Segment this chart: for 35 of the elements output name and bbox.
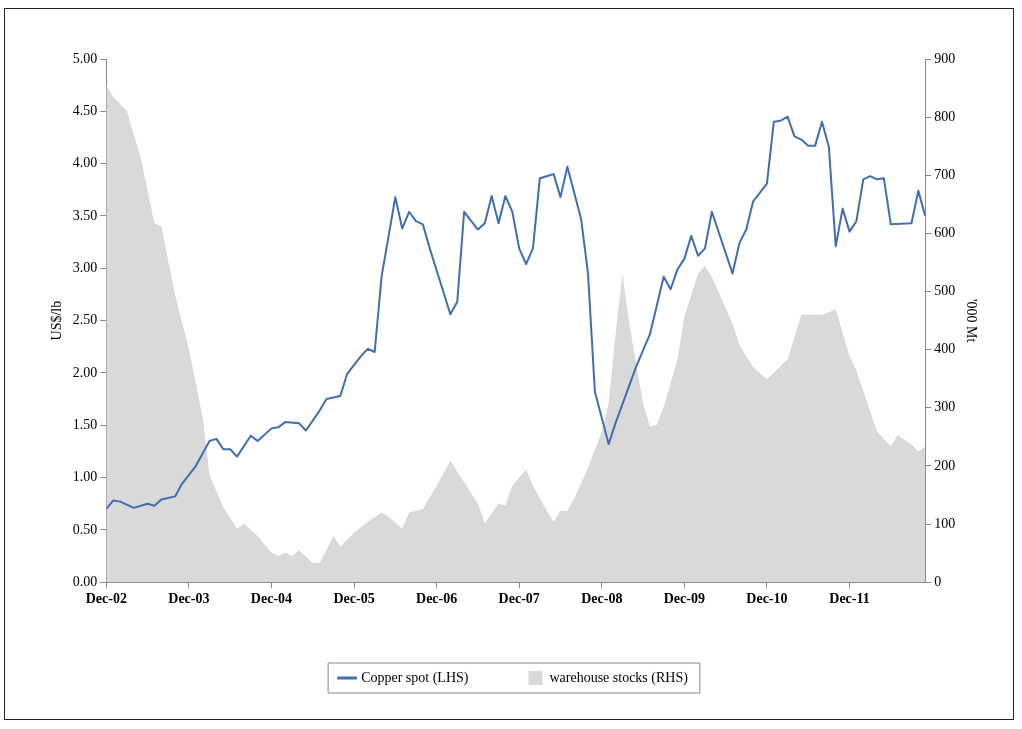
y2-tick-label: 600 — [934, 225, 956, 241]
y2-tick-label: 800 — [934, 108, 956, 124]
y-tick-label: 1.50 — [72, 416, 98, 432]
x-tick-label: Dec-06 — [416, 591, 458, 607]
y-tick-label: 0.00 — [72, 573, 98, 589]
y-tick-label: 3.50 — [72, 207, 98, 223]
y2-tick-label: 700 — [934, 166, 956, 182]
y-tick-label: 2.50 — [72, 312, 98, 328]
y2-tick-label: 100 — [934, 515, 956, 531]
y2-tick-label: 0 — [934, 573, 942, 589]
y-tick-label: 4.00 — [72, 155, 98, 171]
x-tick-label: Dec-10 — [746, 591, 788, 607]
x-tick-label: Dec-11 — [829, 591, 870, 607]
y2-axis-title: '000 Mt — [963, 298, 979, 343]
legend-label: warehouse stocks (RHS) — [549, 669, 689, 686]
y-tick-label: 0.50 — [72, 521, 98, 537]
y-tick-label: 3.00 — [72, 259, 98, 275]
y-tick-label: 4.50 — [72, 102, 98, 118]
y-axis-title: US$/lb — [49, 300, 65, 341]
x-tick-label: Dec-04 — [250, 591, 293, 607]
y2-tick-label: 900 — [934, 50, 956, 66]
y2-tick-label: 300 — [934, 399, 956, 415]
x-tick-label: Dec-03 — [168, 591, 210, 607]
x-tick-label: Dec-02 — [85, 591, 127, 607]
x-tick-label: Dec-07 — [498, 591, 540, 607]
y-tick-label: 1.00 — [72, 469, 98, 485]
x-tick-label: Dec-08 — [581, 591, 623, 607]
y2-tick-label: 500 — [934, 283, 956, 299]
legend-label: Copper spot (LHS) — [361, 669, 469, 686]
y-tick-label: 5.00 — [72, 50, 98, 66]
x-tick-label: Dec-05 — [333, 591, 375, 607]
y2-tick-label: 200 — [934, 457, 956, 473]
y-tick-label: 2.00 — [72, 364, 98, 380]
y2-tick-label: 400 — [934, 341, 956, 357]
x-tick-label: Dec-09 — [663, 591, 705, 607]
